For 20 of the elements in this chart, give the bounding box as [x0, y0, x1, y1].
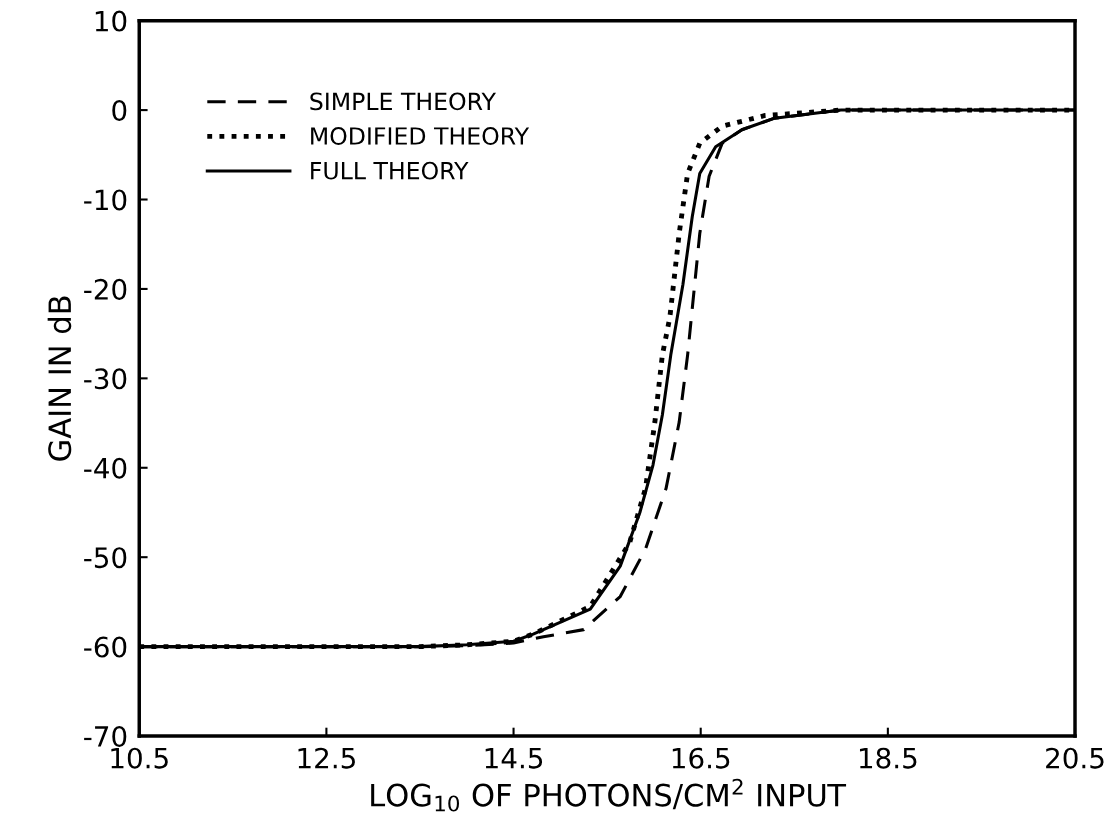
legend-label: SIMPLE THEORY: [310, 92, 496, 111]
y-tick-label: -30: [84, 368, 127, 390]
y-tick-label: -20: [84, 278, 127, 300]
x-tick-label: 10.5: [111, 747, 168, 769]
y-tick-label: -40: [84, 457, 127, 479]
legend-label: FULL THEORY: [311, 161, 469, 180]
legend-label: MODIFIED THEORY: [311, 127, 530, 145]
y-tick-label: -10: [84, 189, 127, 211]
x-tick-label: 18.5: [859, 747, 917, 769]
x-tick-label: 12.5: [298, 747, 355, 769]
y-tick-label: -50: [84, 547, 127, 569]
x-tick-label: 16.5: [672, 747, 730, 769]
y-tick-label: 0: [112, 100, 127, 122]
x-tick-label: 14.5: [485, 748, 543, 769]
x-axis-title: LOG$_{10}$ OF PHOTONS/CM$^{2}$ INPUT: [371, 778, 847, 812]
y-tick-label: -60: [84, 636, 127, 658]
y-axis-title: GAIN IN dB: [47, 296, 72, 461]
y-tick-label: -70: [84, 725, 127, 747]
y-tick-label: 10: [95, 10, 127, 32]
x-tick-label: 20.5: [1046, 747, 1104, 769]
